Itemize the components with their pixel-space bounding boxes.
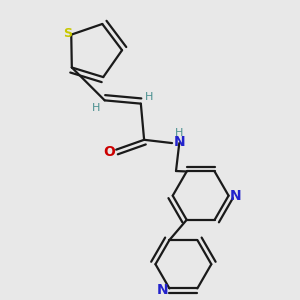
Text: S: S bbox=[63, 26, 72, 40]
Text: O: O bbox=[103, 145, 115, 159]
Text: H: H bbox=[92, 103, 101, 112]
Text: N: N bbox=[156, 283, 168, 297]
Text: H: H bbox=[145, 92, 153, 102]
Text: N: N bbox=[173, 135, 185, 149]
Text: H: H bbox=[175, 128, 184, 138]
Text: N: N bbox=[230, 189, 242, 203]
